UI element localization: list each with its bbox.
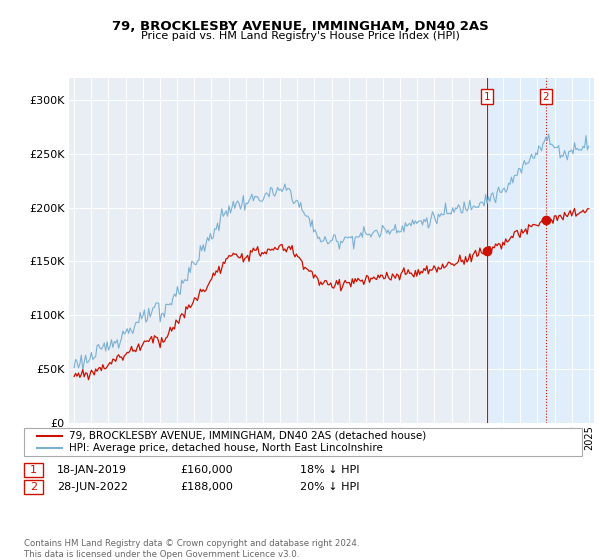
Bar: [487, 78, 594, 423]
Text: £188,000: £188,000: [180, 482, 233, 492]
Text: 1: 1: [30, 465, 37, 475]
Text: 18-JAN-2019: 18-JAN-2019: [57, 465, 127, 475]
Text: 2: 2: [30, 482, 37, 492]
Text: 18% ↓ HPI: 18% ↓ HPI: [300, 465, 359, 475]
Text: 79, BROCKLESBY AVENUE, IMMINGHAM, DN40 2AS (detached house): 79, BROCKLESBY AVENUE, IMMINGHAM, DN40 2…: [69, 431, 426, 441]
Text: 28-JUN-2022: 28-JUN-2022: [57, 482, 128, 492]
Text: Price paid vs. HM Land Registry's House Price Index (HPI): Price paid vs. HM Land Registry's House …: [140, 31, 460, 41]
Text: £160,000: £160,000: [180, 465, 233, 475]
Text: 1: 1: [484, 92, 490, 102]
Text: 20% ↓ HPI: 20% ↓ HPI: [300, 482, 359, 492]
Text: HPI: Average price, detached house, North East Lincolnshire: HPI: Average price, detached house, Nort…: [69, 443, 383, 453]
Text: 79, BROCKLESBY AVENUE, IMMINGHAM, DN40 2AS: 79, BROCKLESBY AVENUE, IMMINGHAM, DN40 2…: [112, 20, 488, 32]
Text: Contains HM Land Registry data © Crown copyright and database right 2024.
This d: Contains HM Land Registry data © Crown c…: [24, 539, 359, 559]
Text: 2: 2: [542, 92, 549, 102]
